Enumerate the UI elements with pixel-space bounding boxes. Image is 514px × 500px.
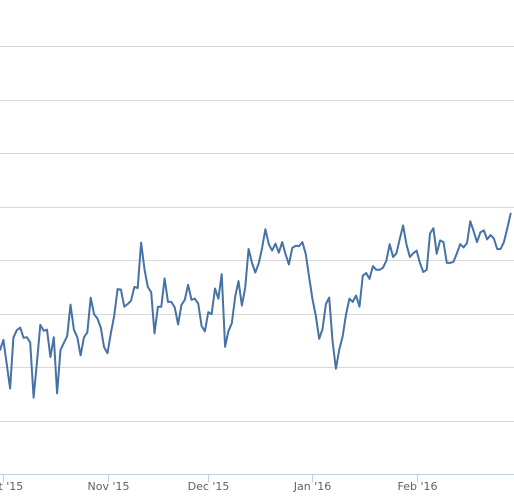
x-tick-label: Dec '15: [188, 480, 230, 493]
series-line: [0, 212, 512, 399]
x-tick-label: Feb '16: [398, 480, 438, 493]
x-tick-label: Oct '15: [0, 480, 23, 493]
x-tick-label: Nov '15: [88, 480, 130, 493]
x-axis-ticks: Oct '15 Nov '15 Dec '15 Jan '16 Feb '16: [0, 474, 438, 493]
grid-lines: [0, 46, 514, 422]
x-tick-label: Jan '16: [293, 480, 331, 493]
